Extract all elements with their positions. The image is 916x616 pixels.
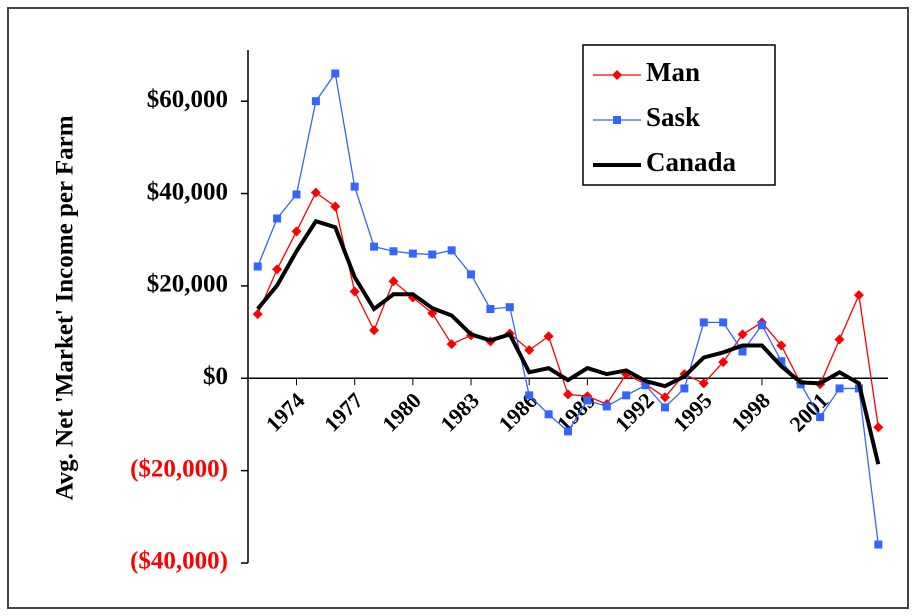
- data-point: [388, 276, 399, 287]
- data-point: [719, 318, 728, 327]
- data-point: [835, 384, 844, 393]
- data-point: [583, 396, 592, 405]
- data-point: [659, 392, 670, 403]
- data-point: [389, 247, 398, 256]
- data-point: [641, 381, 650, 390]
- data-point: [816, 413, 825, 422]
- data-point: [776, 340, 787, 351]
- y-tick-label: $0: [203, 363, 228, 390]
- data-point: [467, 270, 476, 279]
- data-point: [486, 305, 495, 313]
- data-point: [505, 303, 514, 312]
- data-point: [874, 540, 883, 549]
- data-point: [564, 427, 572, 436]
- data-point: [737, 329, 748, 340]
- data-point: [834, 334, 845, 345]
- data-point: [310, 187, 321, 198]
- data-point: [524, 345, 535, 356]
- data-point: [330, 201, 341, 212]
- legend-label: Canada: [646, 147, 737, 177]
- series-line: [256, 218, 881, 465]
- data-point: [331, 69, 340, 78]
- data-point: [563, 389, 573, 400]
- data-point: [543, 331, 554, 342]
- data-point: [447, 246, 456, 255]
- data-point: [525, 391, 534, 400]
- y-tick-label: ($20,000): [130, 455, 228, 482]
- data-point: [777, 357, 786, 366]
- data-point: [853, 290, 864, 301]
- y-tick-label: $20,000: [147, 271, 228, 298]
- legend-box: [582, 44, 776, 186]
- data-point: [311, 97, 320, 106]
- data-point: [292, 190, 301, 199]
- data-point: [370, 242, 379, 251]
- data-point: [253, 262, 262, 271]
- data-point: [699, 318, 708, 327]
- data-point: [369, 325, 380, 336]
- y-axis-label: Avg. Net 'Market' Income per Farm: [52, 115, 79, 500]
- data-point: [291, 226, 302, 237]
- data-point: [602, 402, 611, 411]
- data-point: [680, 384, 689, 393]
- data-point: [273, 214, 282, 223]
- legend-label: Man: [646, 57, 700, 87]
- legend-label: Sask: [646, 102, 700, 132]
- data-point: [718, 357, 729, 368]
- data-point: [252, 309, 263, 320]
- y-tick-label: $60,000: [147, 86, 228, 113]
- y-tick-label: $40,000: [147, 178, 228, 205]
- data-point: [873, 422, 884, 433]
- data-point: [698, 378, 709, 389]
- data-point: [350, 182, 359, 191]
- data-point: [622, 391, 631, 400]
- data-point: [544, 410, 553, 419]
- data-point: [408, 249, 417, 258]
- data-point: [660, 403, 669, 412]
- y-tick-label: ($40,000): [130, 548, 228, 575]
- data-point: [738, 347, 747, 356]
- data-point: [428, 250, 437, 259]
- legend-marker: [613, 116, 621, 124]
- data-point: [272, 264, 283, 275]
- data-point: [757, 321, 766, 330]
- data-point: [446, 339, 457, 350]
- data-point: [349, 286, 360, 297]
- legend-marker: [612, 70, 622, 80]
